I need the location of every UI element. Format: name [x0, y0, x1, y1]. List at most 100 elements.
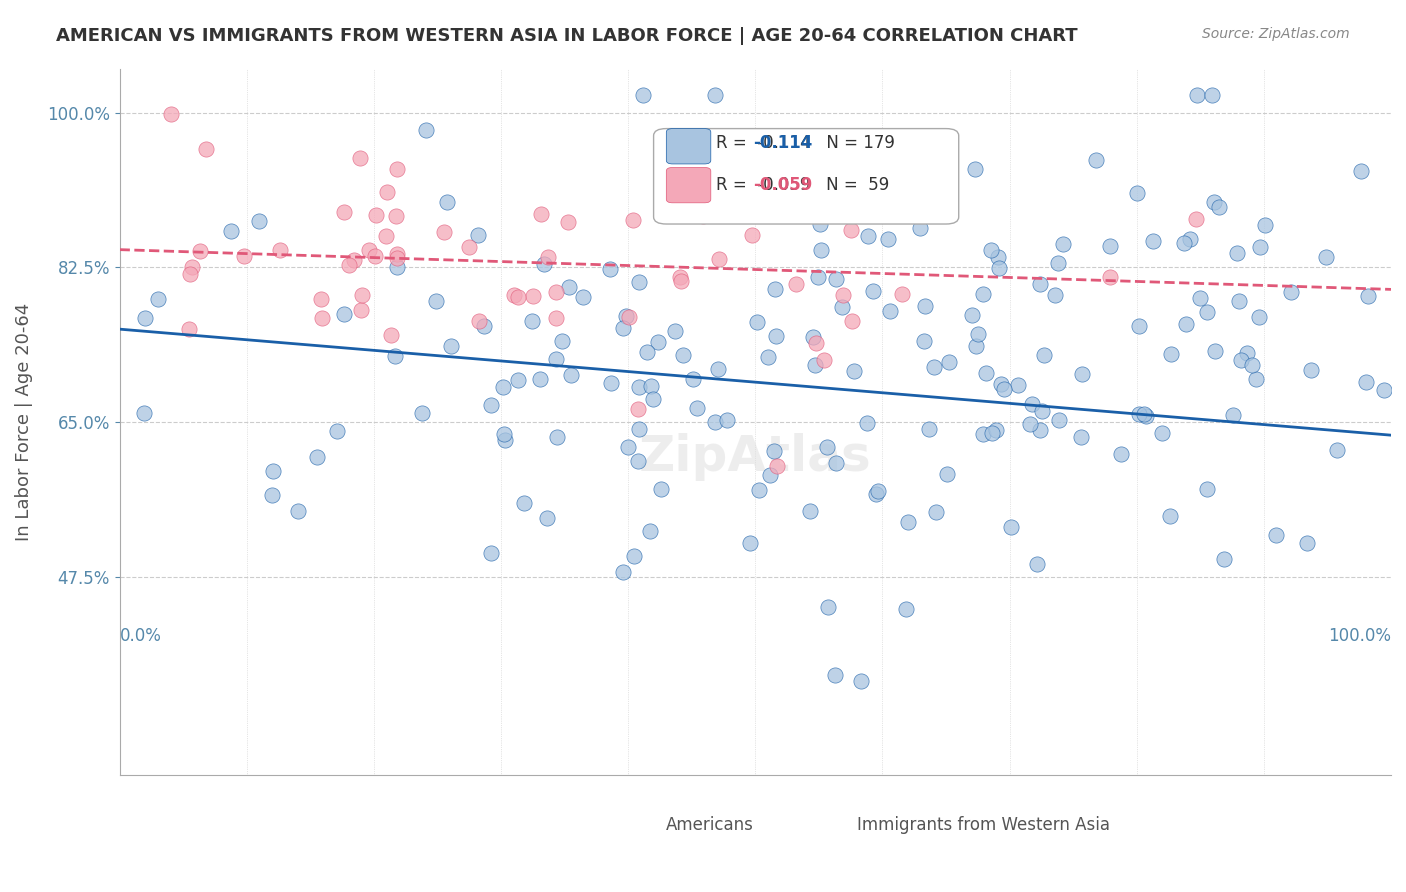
FancyBboxPatch shape	[666, 168, 711, 202]
Point	[972, 426, 994, 441]
Point	[364, 207, 387, 221]
Point	[177, 322, 200, 336]
Point	[825, 271, 848, 285]
Point	[960, 308, 983, 322]
Text: Immigrants from Western Asia: Immigrants from Western Asia	[858, 816, 1109, 834]
Point	[990, 376, 1012, 391]
Point	[856, 229, 879, 244]
Point	[918, 421, 941, 435]
Point	[686, 401, 709, 416]
Point	[503, 288, 526, 302]
Point	[1230, 352, 1253, 367]
Point	[1142, 234, 1164, 248]
Text: -0.059: -0.059	[752, 176, 813, 194]
Point	[614, 309, 637, 323]
Point	[936, 467, 959, 481]
Point	[536, 511, 558, 525]
Point	[868, 483, 890, 498]
Point	[748, 483, 770, 497]
Point	[1052, 237, 1074, 252]
Point	[672, 348, 695, 362]
Point	[1315, 250, 1337, 264]
Point	[337, 258, 360, 272]
Point	[1265, 528, 1288, 542]
Point	[896, 601, 918, 615]
Point	[262, 488, 284, 502]
Point	[311, 310, 333, 325]
Text: 100.0%: 100.0%	[1329, 627, 1391, 645]
Y-axis label: In Labor Force | Age 20-64: In Labor Force | Age 20-64	[15, 302, 32, 541]
Point	[636, 345, 658, 359]
Point	[385, 251, 408, 265]
Point	[472, 318, 495, 333]
Point	[849, 673, 872, 688]
Point	[384, 210, 406, 224]
Point	[1204, 344, 1226, 359]
Point	[557, 279, 579, 293]
Point	[425, 294, 447, 309]
Point	[640, 378, 662, 392]
Point	[664, 324, 686, 338]
Point	[307, 450, 329, 464]
Point	[621, 213, 644, 227]
Point	[1240, 358, 1263, 372]
Point	[844, 364, 866, 378]
Point	[325, 424, 347, 438]
Point	[865, 487, 887, 501]
Point	[520, 314, 543, 328]
Point	[494, 426, 516, 441]
Point	[759, 467, 782, 482]
Point	[1043, 288, 1066, 302]
Point	[879, 303, 901, 318]
Point	[883, 202, 905, 217]
Point	[181, 260, 204, 275]
Point	[799, 504, 821, 518]
Point	[1355, 376, 1378, 390]
Point	[467, 227, 489, 242]
Point	[1249, 240, 1271, 254]
Point	[801, 330, 824, 344]
Point	[179, 267, 201, 281]
Point	[546, 310, 568, 325]
Point	[385, 247, 408, 261]
Point	[810, 217, 832, 231]
Point	[1244, 371, 1267, 385]
Point	[1184, 212, 1206, 227]
Point	[709, 202, 731, 217]
Point	[965, 338, 987, 352]
Point	[612, 565, 634, 579]
Point	[1099, 238, 1122, 252]
Point	[1071, 367, 1094, 381]
Point	[1126, 186, 1149, 201]
Point	[706, 362, 728, 376]
Point	[817, 600, 839, 615]
Point	[1128, 407, 1150, 421]
Text: Source: ZipAtlas.com: Source: ZipAtlas.com	[1202, 27, 1350, 41]
Point	[669, 274, 692, 288]
Point	[1202, 195, 1225, 210]
Point	[1197, 482, 1219, 496]
Text: R =  -0.114   N = 179: R = -0.114 N = 179	[716, 134, 894, 152]
Point	[1021, 397, 1043, 411]
Point	[692, 198, 714, 212]
Point	[966, 326, 988, 341]
FancyBboxPatch shape	[619, 808, 658, 841]
Point	[963, 161, 986, 176]
Point	[1296, 536, 1319, 550]
Point	[415, 122, 437, 136]
Point	[1350, 164, 1372, 178]
Point	[825, 456, 848, 470]
Text: 0.0%: 0.0%	[120, 627, 162, 645]
Point	[188, 244, 211, 259]
Point	[804, 336, 827, 351]
Point	[1254, 218, 1277, 232]
Point	[1213, 552, 1236, 566]
Point	[831, 300, 853, 314]
Point	[1029, 423, 1052, 437]
Point	[810, 244, 832, 258]
Point	[647, 335, 669, 350]
Point	[1029, 277, 1052, 292]
Point	[650, 482, 672, 496]
Point	[1185, 88, 1208, 103]
Point	[972, 286, 994, 301]
